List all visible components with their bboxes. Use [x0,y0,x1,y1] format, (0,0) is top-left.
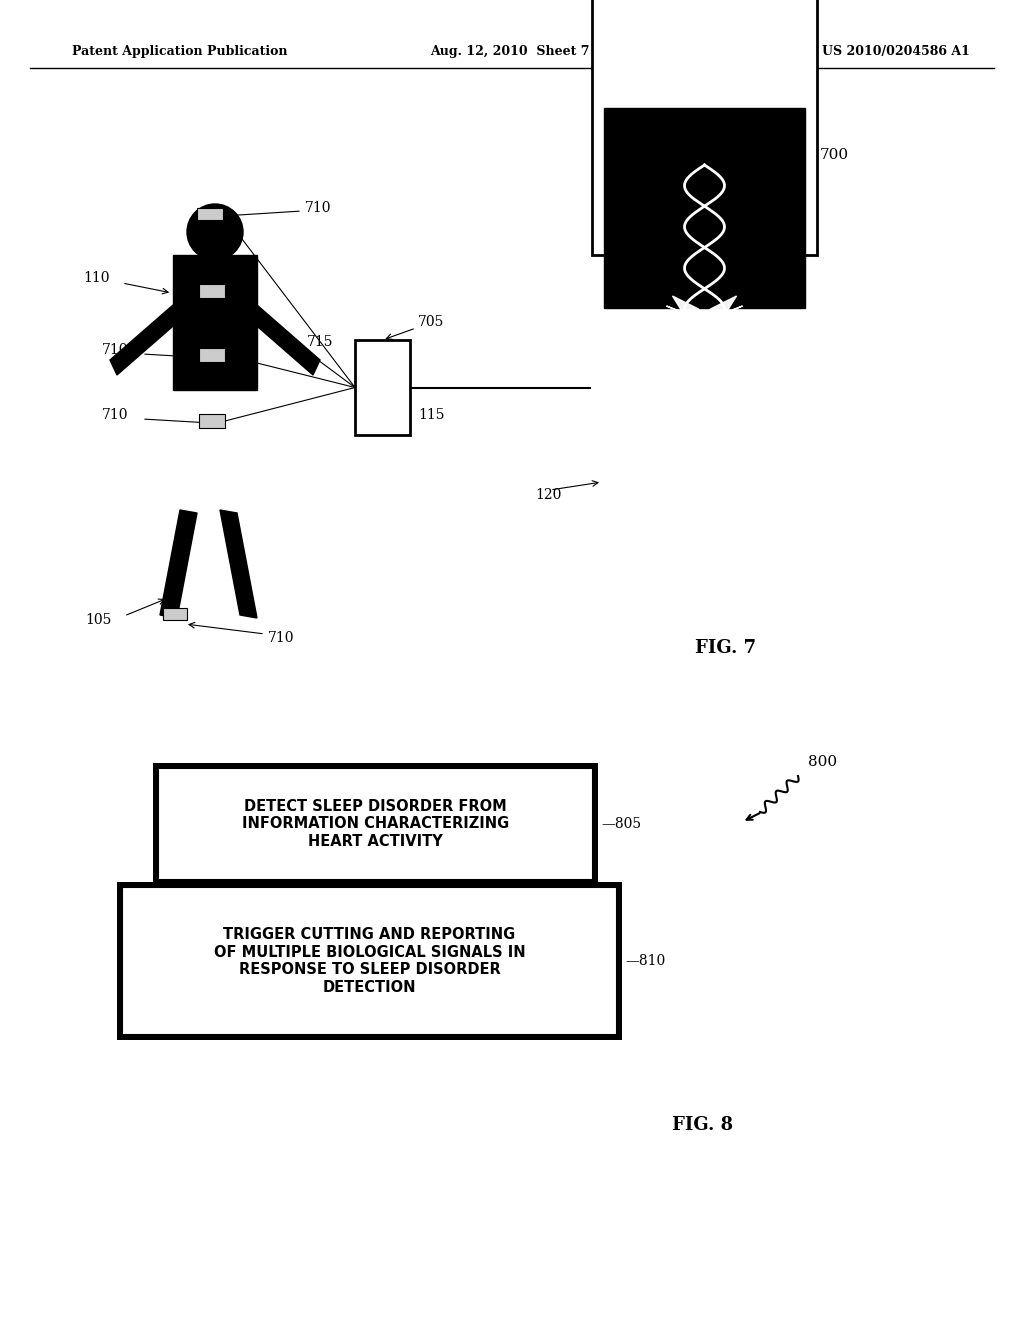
Text: Patent Application Publication: Patent Application Publication [72,45,288,58]
Bar [153,763,598,884]
Text: 705: 705 [418,315,444,329]
Text: 110: 110 [84,271,110,285]
Circle shape [699,315,710,325]
Text: —810: —810 [625,954,666,968]
Text: US 2010/0204586 A1: US 2010/0204586 A1 [822,45,970,58]
Polygon shape [250,305,319,375]
Text: 120: 120 [535,488,561,502]
Bar [163,609,187,620]
Text: 710: 710 [268,631,295,645]
Bar [604,108,805,308]
Text: 105: 105 [86,612,112,627]
Text: DETECT SLEEP DISORDER FROM
INFORMATION CHARACTERIZING
HEART ACTIVITY: DETECT SLEEP DISORDER FROM INFORMATION C… [242,799,509,849]
Bar [355,341,410,436]
Text: TRIGGER CUTTING AND REPORTING
OF MULTIPLE BIOLOGICAL SIGNALS IN
RESPONSE TO SLEE: TRIGGER CUTTING AND REPORTING OF MULTIPL… [214,928,525,994]
Text: FIG. 7: FIG. 7 [695,639,756,657]
Text: RECEIVER: RECEIVER [659,263,750,281]
Bar [199,348,225,362]
Text: 710: 710 [101,408,128,422]
Text: FIG. 8: FIG. 8 [672,1115,733,1134]
Polygon shape [705,296,742,323]
Text: 710: 710 [101,343,128,356]
Text: 115: 115 [418,408,444,422]
Bar [199,414,225,428]
Polygon shape [667,296,705,323]
Bar [117,882,622,1040]
Bar [197,209,223,220]
Polygon shape [160,510,197,618]
Bar [199,284,225,298]
Text: 715: 715 [306,335,333,348]
Text: 710: 710 [305,201,332,215]
Bar [122,887,617,1035]
Bar [592,0,817,255]
Text: 800: 800 [808,755,838,770]
Polygon shape [110,305,180,375]
Circle shape [187,205,243,260]
Text: Aug. 12, 2010  Sheet 7 of 10: Aug. 12, 2010 Sheet 7 of 10 [430,45,630,58]
Text: 700: 700 [820,148,849,162]
Bar [173,255,257,389]
Bar [158,768,593,880]
Text: —805: —805 [601,817,641,832]
Polygon shape [220,510,257,618]
